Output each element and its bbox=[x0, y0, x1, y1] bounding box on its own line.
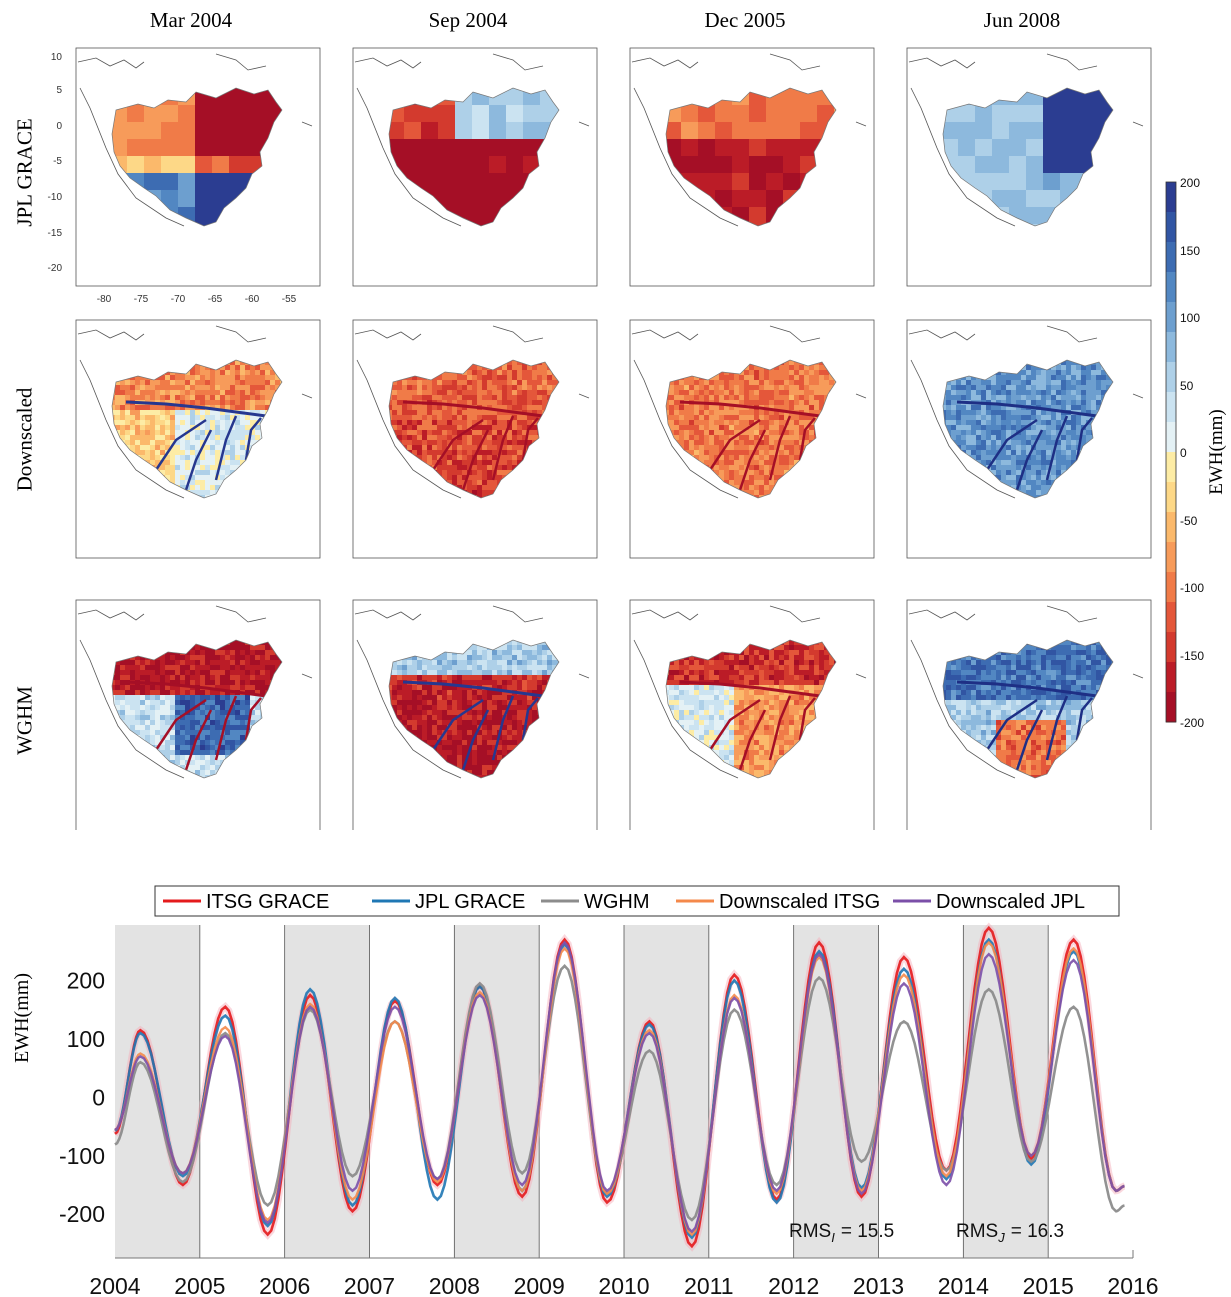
lat-tick-m10: -10 bbox=[48, 192, 63, 203]
x-tick-label: 2007 bbox=[344, 1273, 395, 1297]
series-line-wghm bbox=[114, 964, 1125, 1222]
colorbar-cell bbox=[1166, 422, 1176, 453]
lon-axis: -80 -75 -70 -65 -60 -55 bbox=[97, 294, 297, 305]
colorbar-tick-m150: -150 bbox=[1180, 649, 1204, 663]
x-tick-label: 2016 bbox=[1107, 1273, 1158, 1297]
colorbar-cell bbox=[1166, 272, 1176, 303]
colorbar-tick-100: 100 bbox=[1180, 311, 1200, 325]
colorbar-cell bbox=[1166, 482, 1176, 513]
map-panel-r2-c2 bbox=[629, 599, 875, 830]
legend-label: WGHM bbox=[584, 891, 650, 913]
y-tick-label: -100 bbox=[59, 1143, 105, 1169]
colorbar: 200 150 100 50 0 -50 -100 -150 -200 EWH(… bbox=[1165, 176, 1227, 730]
colorbar-cell bbox=[1166, 512, 1176, 543]
colorbar-cell bbox=[1166, 602, 1176, 633]
x-tick-label: 2010 bbox=[598, 1273, 649, 1297]
rms-annotations: RMSI = 15.5 RMSJ = 16.3 bbox=[789, 1221, 1064, 1245]
colorbar-tick-150: 150 bbox=[1180, 244, 1200, 258]
map-panel-r2-c3 bbox=[906, 599, 1152, 830]
colorbar-label: EWH(mm) bbox=[1206, 409, 1227, 494]
lat-tick-m15: -15 bbox=[48, 228, 63, 239]
colorbar-tick-m50: -50 bbox=[1180, 514, 1198, 528]
shaded-year-band bbox=[454, 925, 540, 1258]
lon-tick-75: -75 bbox=[134, 294, 149, 305]
colorbar-cell bbox=[1166, 632, 1176, 663]
map-panel-r1-c1 bbox=[352, 319, 598, 559]
lat-tick-5: 5 bbox=[56, 85, 62, 96]
x-tick-label: 2008 bbox=[429, 1273, 480, 1297]
map-panels: 10 5 0 -5 -10 -15 -20 -80 -75 -70 -65 -6… bbox=[48, 47, 1152, 830]
lon-tick-65: -65 bbox=[208, 294, 223, 305]
colorbar-tick-200: 200 bbox=[1180, 176, 1200, 190]
colorbar-cell bbox=[1166, 362, 1176, 393]
column-title-mar-2004: Mar 2004 bbox=[149, 8, 233, 32]
rms-j: RMSJ = 16.3 bbox=[956, 1221, 1064, 1245]
colorbar-cell bbox=[1166, 692, 1176, 723]
x-tick-label: 2004 bbox=[89, 1273, 140, 1297]
lon-tick-55: -55 bbox=[282, 294, 297, 305]
column-title-dec-2005: Dec 2005 bbox=[704, 8, 786, 32]
x-tick-label: 2015 bbox=[1023, 1273, 1074, 1297]
colorbar-cell bbox=[1166, 302, 1176, 333]
map-panel-r2-c0 bbox=[75, 599, 321, 830]
legend-label: Downscaled ITSG bbox=[719, 891, 880, 913]
map-panel-r0-c1 bbox=[352, 47, 598, 287]
legend-label: ITSG GRACE bbox=[206, 891, 329, 913]
column-title-jun-2008: Jun 2008 bbox=[983, 8, 1061, 32]
colorbar-cell bbox=[1166, 572, 1176, 603]
timeseries-chart: 2004 2005 2006 2007 2008 2009 2010 2011 2012 2013… bbox=[11, 885, 1159, 1297]
lat-axis: 10 5 0 -5 -10 -15 -20 bbox=[48, 52, 63, 274]
legend-label: JPL GRACE bbox=[415, 891, 525, 913]
lat-tick-m5: -5 bbox=[53, 156, 62, 167]
lon-tick-80: -80 bbox=[97, 294, 112, 305]
map-panel-r2-c1 bbox=[352, 599, 598, 830]
map-panel-r0-c0 bbox=[75, 47, 321, 287]
lon-tick-70: -70 bbox=[171, 294, 186, 305]
map-panel-r0-c3 bbox=[906, 47, 1152, 287]
map-panel-r1-c3 bbox=[906, 319, 1152, 559]
colorbar-cell bbox=[1166, 662, 1176, 693]
column-title-sep-2004: Sep 2004 bbox=[428, 8, 508, 32]
colorbar-cell bbox=[1166, 182, 1176, 213]
colorbar-tick-m200: -200 bbox=[1180, 716, 1204, 730]
x-tick-label: 2014 bbox=[938, 1273, 989, 1297]
map-panel-r1-c0 bbox=[75, 319, 321, 559]
colorbar-cell bbox=[1166, 392, 1176, 423]
x-tick-label: 2009 bbox=[514, 1273, 565, 1297]
lat-tick-0: 0 bbox=[56, 121, 62, 132]
colorbar-tick-50: 50 bbox=[1180, 379, 1194, 393]
map-panel-r1-c2 bbox=[629, 319, 875, 559]
y-tick-label: 0 bbox=[92, 1084, 105, 1110]
colorbar-tick-m100: -100 bbox=[1180, 581, 1204, 595]
colorbar-cell bbox=[1166, 242, 1176, 273]
series-line-downscaled-jpl bbox=[114, 940, 1125, 1234]
legend-label: Downscaled JPL bbox=[936, 891, 1085, 913]
colorbar-cell bbox=[1166, 542, 1176, 573]
colorbar-cell bbox=[1166, 332, 1176, 363]
lon-tick-60: -60 bbox=[245, 294, 260, 305]
lat-tick-10: 10 bbox=[51, 52, 63, 63]
y-tick-label: 200 bbox=[67, 968, 105, 994]
colorbar-cell bbox=[1166, 212, 1176, 243]
x-tick-label: 2013 bbox=[853, 1273, 904, 1297]
colorbar-cell bbox=[1166, 452, 1176, 483]
lat-tick-m20: -20 bbox=[48, 263, 63, 274]
legend: ITSG GRACE JPL GRACE WGHM Downscaled ITSG Do… bbox=[154, 885, 1120, 917]
y-tick-label: 100 bbox=[67, 1026, 105, 1052]
colorbar-tick-0: 0 bbox=[1180, 446, 1187, 460]
map-panel-r0-c2 bbox=[629, 47, 875, 287]
ts-ylabel: EWH(mm) bbox=[11, 973, 33, 1063]
rms-i: RMSI = 15.5 bbox=[789, 1221, 894, 1245]
y-tick-label: -200 bbox=[59, 1201, 105, 1227]
x-tick-label: 2006 bbox=[259, 1273, 310, 1297]
x-tick-label: 2011 bbox=[684, 1273, 733, 1297]
x-tick-label: 2005 bbox=[174, 1273, 225, 1297]
x-tick-label: 2012 bbox=[768, 1273, 819, 1297]
